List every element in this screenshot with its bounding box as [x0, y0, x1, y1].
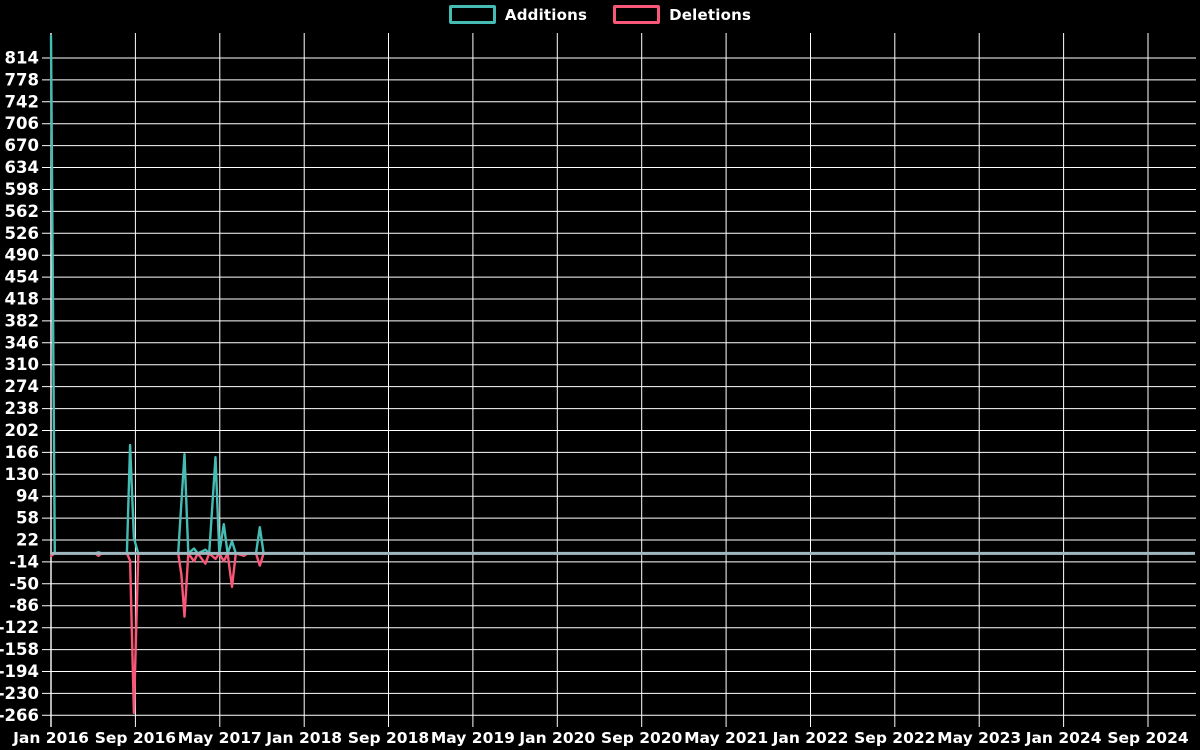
additions-swatch-icon	[448, 5, 496, 24]
y-tick-label: 382	[5, 311, 39, 330]
x-tick-label: Jan 2018	[265, 729, 342, 747]
x-tick-label: Jan 2016	[12, 729, 89, 747]
x-tick-label: Sep 2018	[348, 729, 429, 747]
y-tick-label: 454	[5, 268, 39, 287]
y-tick-label: 562	[5, 202, 39, 221]
additions-line	[49, 34, 1191, 555]
x-tick-label: May 2023	[937, 729, 1021, 747]
y-tick-label: -266	[0, 706, 39, 725]
y-tick-label: 274	[5, 377, 39, 396]
y-tick-label: 346	[5, 333, 39, 352]
y-tick-label: -230	[0, 684, 39, 703]
y-tick-label: -86	[9, 596, 39, 615]
y-tick-label: 130	[5, 465, 39, 484]
legend-label-additions: Additions	[504, 5, 588, 24]
y-tick-label: 166	[5, 443, 39, 462]
x-tick-label: Sep 2024	[1107, 729, 1189, 747]
x-tick-label: May 2017	[178, 729, 262, 747]
y-tick-label: 418	[5, 290, 39, 309]
y-tick-label: 526	[5, 224, 39, 243]
x-gridlines	[50, 33, 1149, 727]
y-tick-label: 310	[5, 355, 39, 374]
y-tick-labels: 814 778 742 706 670 634 598 562 526 490 454 418 382 3…	[0, 49, 39, 725]
x-tick-label: Jan 2022	[772, 729, 849, 747]
y-tick-label: 778	[5, 70, 39, 89]
y-tick-label: 202	[5, 421, 39, 440]
y-tick-label: 742	[5, 92, 39, 111]
y-tick-label: 238	[5, 399, 39, 418]
y-tick-label: -158	[0, 640, 39, 659]
deletions-swatch-icon	[613, 5, 661, 24]
y-tick-label: 58	[16, 509, 39, 528]
y-tick-label: 670	[5, 136, 39, 155]
y-tick-label: -122	[0, 618, 39, 637]
y-tick-label: -14	[9, 552, 39, 571]
x-tick-label: Jan 2020	[518, 729, 595, 747]
legend-label-deletions: Deletions	[669, 5, 752, 24]
y-tick-label: 706	[5, 114, 39, 133]
y-tick-label: -194	[0, 662, 39, 681]
y-tick-label: 94	[16, 487, 39, 506]
y-tick-label: 814	[5, 49, 39, 68]
y-tick-label: 490	[5, 246, 39, 265]
y-tick-label: 22	[16, 531, 39, 550]
legend-item-additions[interactable]: Additions	[448, 5, 588, 24]
y-gridlines	[42, 57, 1196, 716]
x-tick-labels: Jan 2016 Sep 2016 May 2017 Jan 2018 Sep 2018…	[12, 729, 1189, 747]
x-tick-label: May 2019	[431, 729, 515, 747]
deletions-line	[49, 552, 1191, 715]
x-tick-label: Jan 2024	[1025, 729, 1102, 747]
x-tick-label: Sep 2022	[854, 729, 935, 747]
chart-legend: Additions Deletions	[0, 5, 1200, 24]
x-tick-label: Sep 2020	[601, 729, 683, 747]
y-tick-label: -50	[9, 574, 39, 593]
y-tick-label: 598	[5, 180, 39, 199]
x-tick-label: May 2021	[684, 729, 768, 747]
y-tick-label: 634	[5, 158, 39, 177]
x-tick-label: Sep 2016	[95, 729, 176, 747]
legend-item-deletions[interactable]: Deletions	[613, 5, 751, 24]
